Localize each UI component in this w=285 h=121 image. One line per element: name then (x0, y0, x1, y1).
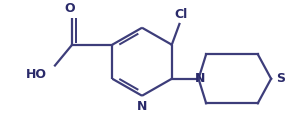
Text: Cl: Cl (175, 8, 188, 21)
Text: N: N (137, 99, 147, 113)
Text: HO: HO (26, 68, 47, 81)
Text: O: O (64, 2, 75, 15)
Text: N: N (195, 72, 205, 85)
Text: S: S (276, 72, 285, 85)
